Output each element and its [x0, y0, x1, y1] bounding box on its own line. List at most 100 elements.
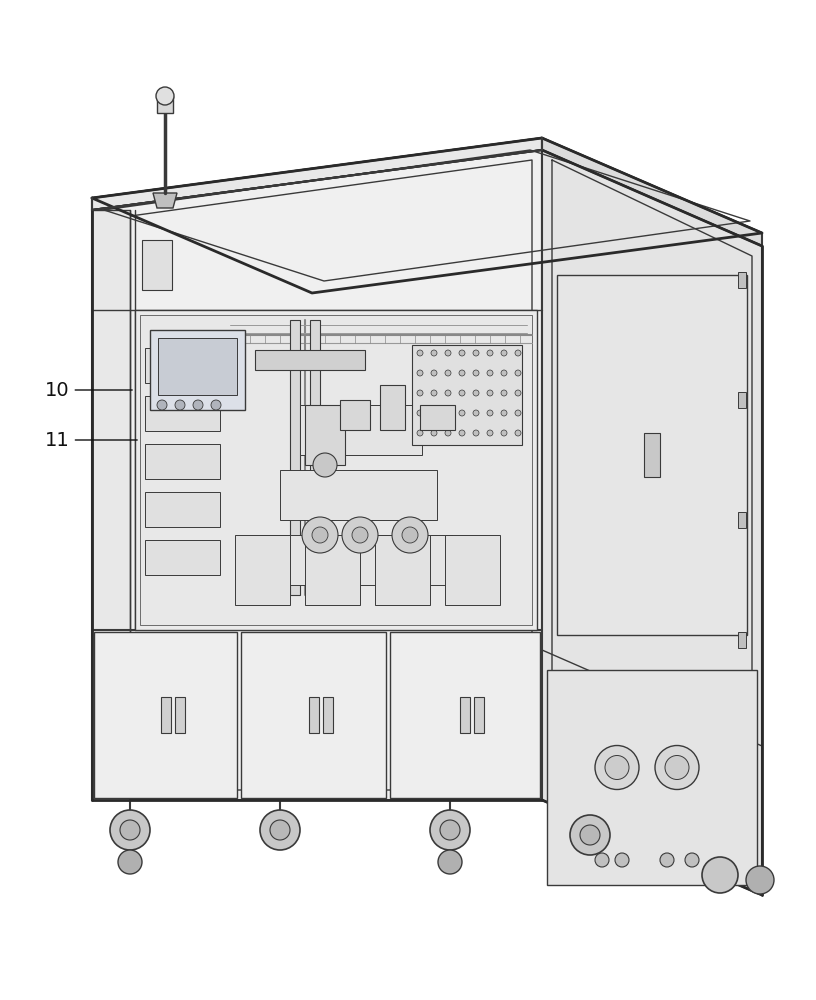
Circle shape: [417, 390, 423, 396]
Polygon shape: [445, 535, 500, 605]
Circle shape: [501, 430, 507, 436]
Polygon shape: [153, 193, 177, 208]
Polygon shape: [290, 320, 300, 595]
Circle shape: [312, 527, 328, 543]
Circle shape: [402, 527, 418, 543]
Circle shape: [431, 390, 437, 396]
Circle shape: [431, 410, 437, 416]
Circle shape: [615, 853, 629, 867]
Polygon shape: [94, 632, 237, 798]
Polygon shape: [161, 697, 171, 733]
Polygon shape: [142, 240, 172, 290]
Circle shape: [430, 810, 470, 850]
Circle shape: [156, 87, 174, 105]
Polygon shape: [92, 150, 542, 800]
Circle shape: [501, 410, 507, 416]
Polygon shape: [135, 310, 537, 630]
Polygon shape: [412, 345, 522, 445]
Polygon shape: [557, 275, 747, 635]
Circle shape: [487, 390, 493, 396]
Circle shape: [665, 756, 689, 780]
Circle shape: [459, 370, 465, 376]
Polygon shape: [310, 320, 320, 595]
Polygon shape: [145, 540, 220, 575]
Polygon shape: [145, 348, 220, 383]
Polygon shape: [235, 535, 290, 605]
Polygon shape: [260, 535, 452, 585]
Circle shape: [685, 853, 699, 867]
Polygon shape: [305, 535, 360, 605]
Circle shape: [417, 410, 423, 416]
Circle shape: [487, 430, 493, 436]
Polygon shape: [542, 138, 762, 246]
Circle shape: [445, 390, 451, 396]
Circle shape: [431, 370, 437, 376]
Circle shape: [193, 400, 203, 410]
Circle shape: [515, 410, 521, 416]
Polygon shape: [308, 697, 318, 733]
Circle shape: [473, 370, 479, 376]
Circle shape: [302, 517, 338, 553]
Circle shape: [313, 453, 337, 477]
Polygon shape: [322, 697, 332, 733]
Circle shape: [118, 850, 142, 874]
Polygon shape: [92, 138, 762, 293]
Circle shape: [515, 430, 521, 436]
Circle shape: [580, 825, 600, 845]
Circle shape: [501, 370, 507, 376]
Polygon shape: [145, 396, 220, 431]
Polygon shape: [738, 392, 746, 408]
Circle shape: [445, 370, 451, 376]
Polygon shape: [145, 444, 220, 479]
Circle shape: [473, 390, 479, 396]
Polygon shape: [340, 400, 370, 430]
Circle shape: [445, 410, 451, 416]
Polygon shape: [644, 433, 660, 477]
Circle shape: [445, 350, 451, 356]
Circle shape: [211, 400, 221, 410]
Circle shape: [445, 430, 451, 436]
Polygon shape: [738, 632, 746, 648]
Circle shape: [473, 430, 479, 436]
Circle shape: [352, 527, 368, 543]
Circle shape: [392, 517, 428, 553]
Polygon shape: [280, 470, 437, 520]
Polygon shape: [158, 338, 237, 395]
Circle shape: [431, 430, 437, 436]
Circle shape: [515, 370, 521, 376]
Polygon shape: [380, 385, 405, 430]
Polygon shape: [547, 670, 757, 885]
Polygon shape: [157, 96, 173, 113]
Circle shape: [440, 820, 460, 840]
Circle shape: [501, 390, 507, 396]
Circle shape: [473, 350, 479, 356]
Circle shape: [473, 410, 479, 416]
Polygon shape: [375, 535, 430, 605]
Circle shape: [175, 400, 185, 410]
Circle shape: [487, 410, 493, 416]
Polygon shape: [140, 315, 532, 625]
Polygon shape: [738, 272, 746, 288]
Circle shape: [655, 746, 699, 790]
Circle shape: [342, 517, 378, 553]
Polygon shape: [420, 405, 455, 430]
Polygon shape: [92, 210, 130, 800]
Circle shape: [605, 756, 629, 780]
Polygon shape: [255, 350, 365, 370]
Circle shape: [120, 820, 140, 840]
Circle shape: [417, 430, 423, 436]
Text: 10: 10: [45, 380, 132, 399]
Circle shape: [595, 746, 639, 790]
Polygon shape: [474, 697, 484, 733]
Circle shape: [459, 410, 465, 416]
Circle shape: [270, 820, 290, 840]
Circle shape: [746, 866, 774, 894]
Polygon shape: [542, 150, 762, 895]
Circle shape: [515, 390, 521, 396]
Circle shape: [157, 400, 167, 410]
Polygon shape: [738, 512, 746, 528]
Polygon shape: [150, 330, 245, 410]
Polygon shape: [460, 697, 470, 733]
Circle shape: [660, 853, 674, 867]
Circle shape: [431, 350, 437, 356]
